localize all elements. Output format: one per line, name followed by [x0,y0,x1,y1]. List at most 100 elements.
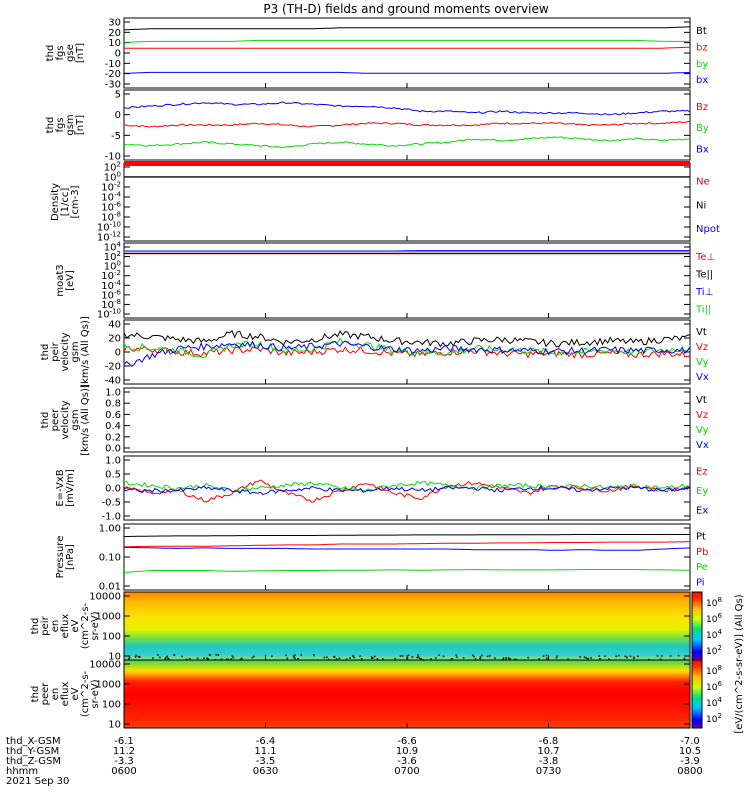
panel-8: 1.00 0.10 0.01 Pressure [nPa] Pt Pb Pe Pi [55,523,708,593]
y-axis-label: en [50,620,61,633]
y-tick-label: -30 [105,80,121,91]
y-tick-label: 10 [108,652,121,663]
y-tick-label: 40 [108,320,121,331]
y-tick-label: 100 [104,171,121,184]
x-row-label: thd_Y-GSM [6,746,59,757]
y-axis-label: fgs [55,117,66,132]
legend-Vt: Vt [696,327,707,338]
legend-Te⊥: Te⊥ [695,252,715,263]
legend-Pe: Pe [696,562,708,573]
y-tick-label: 100 [102,700,121,711]
legend-Vx: Vx [696,440,709,451]
x-tick-value: 0600 [111,766,136,777]
x-tick-value: -6.4 [256,736,276,747]
y-axis-label: fgs [55,45,66,60]
series-line-Bx [123,101,691,116]
legend-Bt: Bt [696,26,707,37]
y-tick-label: 10000 [89,592,121,603]
y-tick-label: -5 [111,131,121,142]
y-tick-label: 0 [115,348,121,359]
colorbar-tick: 102 [706,644,722,657]
y-tick-label: 10-2 [101,269,121,282]
y-tick-label: 10-8 [101,298,121,311]
y-tick-label: 0.01 [99,582,121,593]
x-tick-value: 0730 [536,766,561,777]
y-axis-label: thd [30,618,41,635]
colorbar-tick: 108 [706,596,722,609]
series-line-By [123,136,691,149]
y-tick-label: 10000 [89,660,121,671]
y-tick-label: -20 [105,362,121,373]
y-tick-label: 10-10 [97,308,121,321]
legend-Te||: Te|| [695,270,713,281]
series-line-Pi [123,546,691,551]
y-axis-label: [cm-3] [70,185,81,218]
y-axis-label: peer [50,408,61,432]
y-tick-label: 0.2 [105,432,121,443]
panel-7: 1.0 0.5 0.0 -0.5 -1.0 E=-VxB [mV/m] Ez Ey Ex [55,455,708,523]
x-row-label: 2021 Sep 30 [6,776,69,787]
panel-6: 1.00.80.60.40.20.0 thd peer velocity gsm [km/… [40,384,709,456]
figure-title: P3 (TH-D) fields and ground moments over… [263,2,548,16]
y-axis-label: velocity [60,332,71,371]
y-tick-label: 10 [108,720,121,731]
y-tick-label: 5 [115,90,121,101]
colorbar-bottom [691,659,703,729]
series-line-Ez [123,479,691,503]
y-tick-label: 0.10 [99,553,121,564]
colorbar-tick: 106 [706,612,722,625]
y-axis-label: [eV] [65,270,76,291]
y-tick-label: -1.0 [101,512,121,523]
y-tick-label: 0.0 [105,484,121,495]
x-tick-value: 10.5 [679,746,701,757]
x-row-label: thd_X-GSM [6,736,61,747]
y-axis-label: (cm^2-s- [80,670,91,717]
x-row-label: hhmm [6,766,38,777]
x-tick-value: -3.6 [397,756,417,767]
y-tick-label: -0.5 [101,498,121,509]
y-axis-label: Pressure [55,536,66,579]
x-tick-value: -6.6 [397,736,417,747]
y-tick-label: 10-2 [101,181,121,194]
panel-frame [123,387,691,453]
x-tick-value: -3.9 [680,756,700,767]
series-line-Vy [123,337,691,359]
series-line-bx [124,71,691,74]
legend-Npot: Npot [696,224,720,235]
y-tick-label: 30 [108,18,121,29]
y-tick-label: 0 [115,49,121,60]
series-line-by [124,39,690,43]
y-tick-label: 100 [102,632,121,643]
legend-Vz: Vz [696,410,708,421]
y-tick-label: 10-4 [101,191,121,204]
colorbar-tick: 108 [706,664,722,677]
legend-Ez: Ez [696,467,708,478]
panel-5: 40 20 0 -20 -40 thd peir velocity gsm [km/s (All … [40,316,709,388]
y-axis-label: peir [40,615,51,635]
legend-By: By [696,123,709,134]
series-line-bz [124,46,691,49]
legend-Bz: Bz [696,102,708,113]
y-axis-label: gse [65,44,76,62]
y-axis-label: velocity [60,400,71,439]
y-axis-label: sr-eV) [90,679,101,708]
colorbar-tick: 104 [706,628,722,641]
y-tick-label: 0.0 [105,444,121,455]
panel-3: 10210010-210-410-610-810-1010-12Density[… [50,161,720,244]
legend-by: by [696,59,708,70]
y-tick-label: 10-12 [97,231,121,244]
y-tick-label: 20 [108,334,121,345]
y-tick-label: 0.5 [105,470,121,481]
y-tick-label: -10 [105,152,121,163]
y-axis-label: thd [45,117,56,134]
y-axis-label: [nT] [75,43,86,63]
y-axis-label: [km/s (All Qs)] [80,384,91,456]
y-tick-label: -20 [105,69,121,80]
series-line-Vt [123,329,691,348]
y-tick-label: 20 [108,28,121,39]
y-tick-label: 102 [104,161,121,174]
y-axis-label: sr-eV) [90,611,101,640]
colorbar-label: [eV/(cm^2-s-sr-eV)] (All Qs) [734,594,745,733]
colorbar-top [691,591,703,661]
